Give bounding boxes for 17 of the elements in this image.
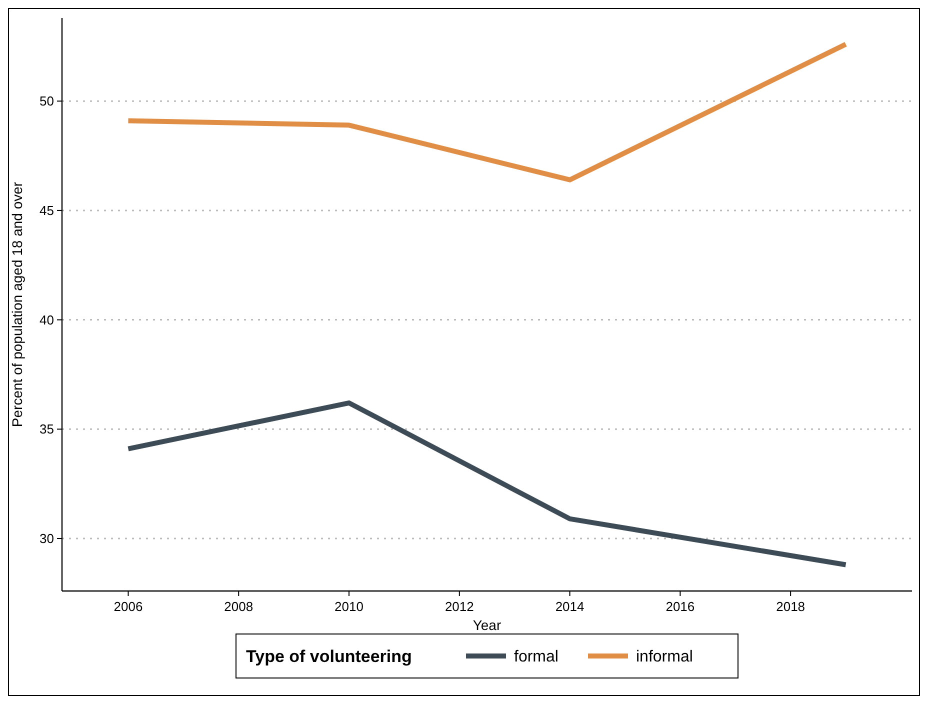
x-tick-label: 2018 [776,599,806,614]
y-tick-label: 40 [40,312,54,328]
y-tick-label: 35 [40,422,54,437]
x-tick-label: 2012 [444,599,474,614]
y-axis-title: Percent of population aged 18 and over [9,182,25,428]
y-tick-label: 50 [40,94,54,109]
x-axis-title: Year [472,617,502,633]
legend-title: Type of volunteering [246,646,412,666]
x-tick-label: 2006 [114,599,143,614]
x-tick-label: 2008 [224,599,254,614]
legend-label: formal [514,648,558,666]
y-tick-label: 30 [40,531,54,546]
x-tick-label: 2016 [666,599,695,614]
x-tick-label: 2010 [334,599,364,614]
x-tick-label: 2014 [555,599,584,614]
legend-label: informal [636,648,693,666]
y-tick-label: 45 [40,203,54,218]
